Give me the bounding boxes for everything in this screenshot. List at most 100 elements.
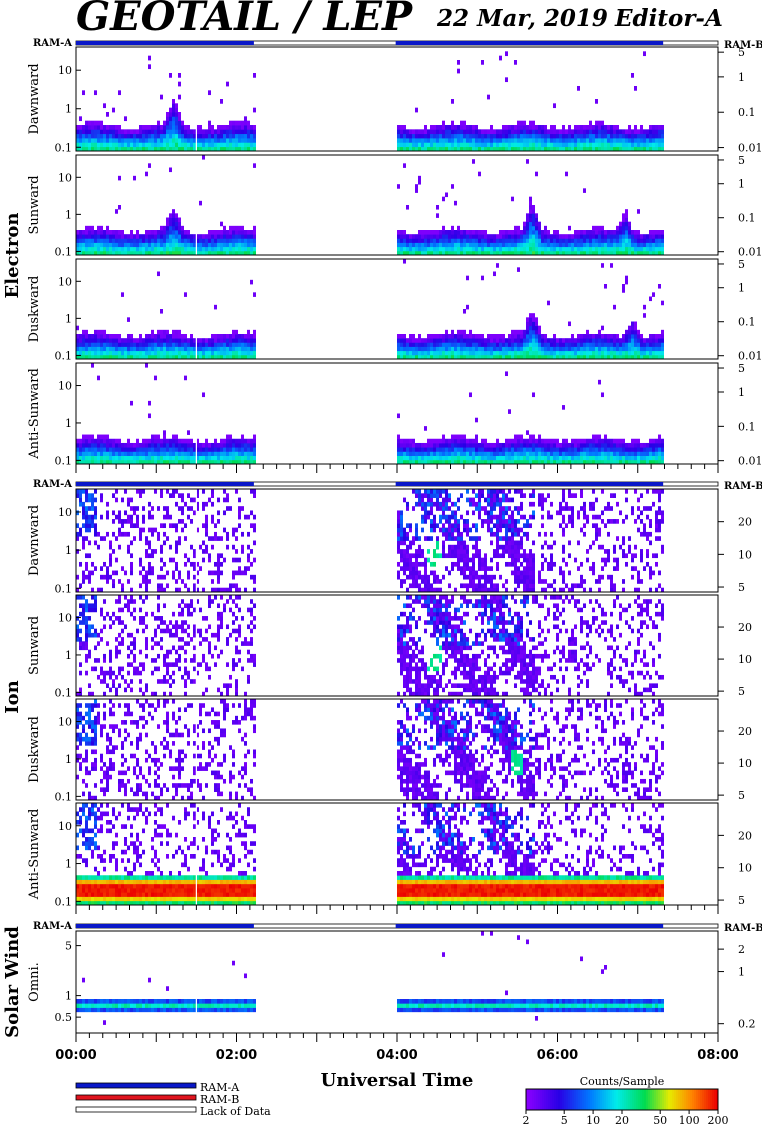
heatmap-cell xyxy=(559,342,562,347)
heatmap-cell xyxy=(523,230,526,235)
heatmap-cell xyxy=(586,230,589,235)
heatmap-cell xyxy=(103,238,106,243)
heatmap-cell xyxy=(160,354,163,360)
heatmap-cell xyxy=(148,133,151,139)
heatmap-cell xyxy=(400,447,403,452)
heatmap-cell xyxy=(118,205,121,210)
heatmap-cell xyxy=(166,451,169,456)
heatmap-cell xyxy=(490,506,493,511)
heatmap-cell xyxy=(406,523,409,529)
heatmap-cell xyxy=(499,55,502,61)
heatmap-cell xyxy=(76,574,79,580)
heatmap-cell xyxy=(253,459,256,465)
heatmap-cell xyxy=(604,459,607,465)
heatmap-cell xyxy=(490,246,493,252)
ram-indicator-bar: RAM-A RAM-B xyxy=(33,479,762,492)
heatmap-cell xyxy=(658,438,661,444)
heatmap-cell xyxy=(487,334,490,339)
heatmap-cell xyxy=(214,447,217,452)
heatmap-cell xyxy=(148,579,151,584)
heatmap-cell xyxy=(484,570,487,576)
heatmap-cell xyxy=(397,133,400,139)
heatmap-cell xyxy=(121,142,124,148)
heatmap-cell xyxy=(640,442,643,448)
heatmap-cell xyxy=(622,234,625,239)
heatmap-cell xyxy=(658,350,661,356)
heatmap-cell xyxy=(412,342,415,347)
heatmap-cell xyxy=(502,514,505,520)
heatmap-cell xyxy=(91,234,94,239)
heatmap-cell xyxy=(397,125,400,130)
heatmap-cell xyxy=(418,570,421,576)
heatmap-cell xyxy=(424,138,427,143)
heatmap-cell xyxy=(421,549,424,554)
heatmap-cell xyxy=(493,493,496,498)
heatmap-cell xyxy=(445,142,448,148)
heatmap-cell xyxy=(109,350,112,356)
heatmap-cell xyxy=(409,557,412,563)
heatmap-cell xyxy=(601,263,604,268)
heatmap-cell xyxy=(457,125,460,130)
left-tick-label: 10 xyxy=(58,275,72,288)
heatmap-cell xyxy=(430,489,433,494)
heatmap-cell xyxy=(154,129,157,135)
heatmap-cell xyxy=(238,230,241,235)
heatmap-cell xyxy=(91,434,94,440)
heatmap-cell xyxy=(79,129,82,135)
heatmap-cell xyxy=(568,447,571,452)
heatmap-cell xyxy=(625,354,628,360)
heatmap-cell xyxy=(235,442,238,448)
heatmap-cell xyxy=(121,342,124,347)
heatmap-cell xyxy=(112,583,115,589)
heatmap-cell xyxy=(565,451,568,456)
heatmap-cell xyxy=(76,350,79,356)
heatmap-cell xyxy=(565,242,568,248)
heatmap-cell xyxy=(250,246,253,252)
heatmap-cell xyxy=(85,523,88,529)
heatmap-cell xyxy=(253,107,256,113)
heatmap-cell xyxy=(217,334,220,339)
heatmap-cell xyxy=(190,142,193,148)
heatmap-cell xyxy=(406,250,409,256)
heatmap-cell xyxy=(415,557,418,563)
heatmap-cell xyxy=(478,574,481,580)
heatmap-cell xyxy=(82,142,85,148)
heatmap-cell xyxy=(547,451,550,456)
heatmap-cell xyxy=(583,342,586,347)
heatmap-cell xyxy=(607,354,610,360)
panel-label: Duskward xyxy=(27,276,42,343)
heatmap-cell xyxy=(235,338,238,343)
heatmap-cell xyxy=(439,138,442,143)
heatmap-cell xyxy=(499,544,502,550)
heatmap-cell xyxy=(655,238,658,243)
heatmap-cell xyxy=(85,234,88,239)
heatmap-cell xyxy=(397,142,400,148)
heatmap-cell xyxy=(127,544,130,550)
heatmap-cell xyxy=(160,574,163,580)
heatmap-cell xyxy=(562,129,565,135)
heatmap-cell xyxy=(163,455,166,461)
heatmap-cell xyxy=(166,146,169,152)
heatmap-cell xyxy=(421,501,424,507)
heatmap-cell xyxy=(130,561,133,567)
heatmap-cell xyxy=(85,338,88,343)
heatmap-cell xyxy=(475,523,478,529)
heatmap-cell xyxy=(430,342,433,347)
heatmap-cell xyxy=(460,442,463,448)
heatmap-cell xyxy=(481,230,484,235)
heatmap-cell xyxy=(532,209,535,214)
heatmap-cell xyxy=(553,146,556,152)
heatmap-cell xyxy=(238,225,241,231)
heatmap-cell xyxy=(556,455,559,461)
heatmap-cell xyxy=(103,234,106,239)
heatmap-cell xyxy=(472,583,475,589)
heatmap-cell xyxy=(532,129,535,135)
heatmap-cell xyxy=(121,455,124,461)
heatmap-cell xyxy=(439,489,442,494)
heatmap-cell xyxy=(490,510,493,516)
heatmap-cell xyxy=(631,242,634,248)
heatmap-cell xyxy=(76,455,79,461)
heatmap-cell xyxy=(469,354,472,360)
heatmap-cell xyxy=(631,238,634,243)
heatmap-cell xyxy=(241,334,244,339)
